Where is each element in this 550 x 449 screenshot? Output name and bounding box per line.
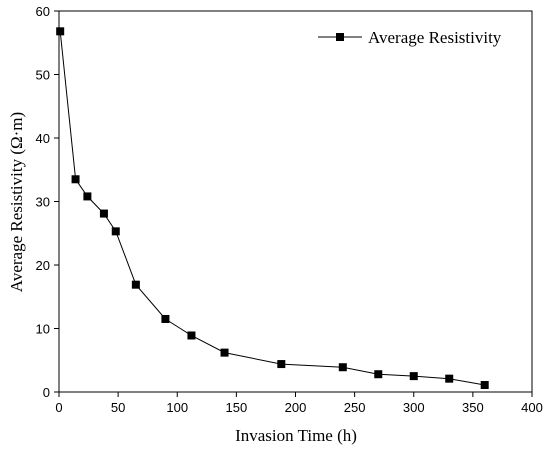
x-tick-label: 100 (166, 400, 188, 415)
x-tick-label: 150 (226, 400, 248, 415)
data-point (445, 374, 454, 383)
plot-frame (58, 10, 533, 393)
y-tick-label: 60 (36, 4, 50, 19)
x-tick-label: 350 (462, 400, 484, 415)
data-point (71, 175, 80, 184)
x-tick-label: 200 (285, 400, 307, 415)
data-point (409, 372, 418, 381)
y-tick-label: 10 (36, 322, 50, 337)
legend: Average Resistivity (318, 28, 502, 47)
data-point (277, 360, 286, 369)
y-tick-label: 20 (36, 258, 50, 273)
data-point (131, 280, 140, 289)
series (56, 27, 489, 390)
x-tick-label: 400 (521, 400, 543, 415)
data-point (338, 363, 347, 372)
y-tick-label: 30 (36, 195, 50, 210)
data-point (480, 381, 489, 390)
series-line (59, 31, 485, 386)
data-point (187, 331, 196, 340)
data-point (111, 227, 120, 236)
legend-label: Average Resistivity (368, 28, 502, 47)
y-tick-label: 0 (43, 385, 50, 400)
data-point (161, 314, 170, 323)
legend-marker (336, 33, 344, 41)
data-point (99, 209, 108, 218)
x-tick-label: 250 (344, 400, 366, 415)
data-point (56, 27, 65, 36)
x-tick-label: 300 (403, 400, 425, 415)
y-axis-title: Average Resistivity (Ω·m) (7, 112, 26, 292)
ticks: 0 50 100 150 200 250 300 350 400 0 10 20 30 40 50 60 (36, 4, 543, 415)
x-axis-title: Invasion Time (h) (235, 426, 357, 445)
y-tick-label: 50 (36, 68, 50, 83)
axes (58, 10, 533, 393)
data-point (374, 370, 383, 379)
data-point (83, 192, 92, 201)
x-tick-label: 0 (55, 400, 62, 415)
data-point (220, 348, 229, 357)
x-tick-label: 50 (111, 400, 125, 415)
y-tick-label: 40 (36, 131, 50, 146)
